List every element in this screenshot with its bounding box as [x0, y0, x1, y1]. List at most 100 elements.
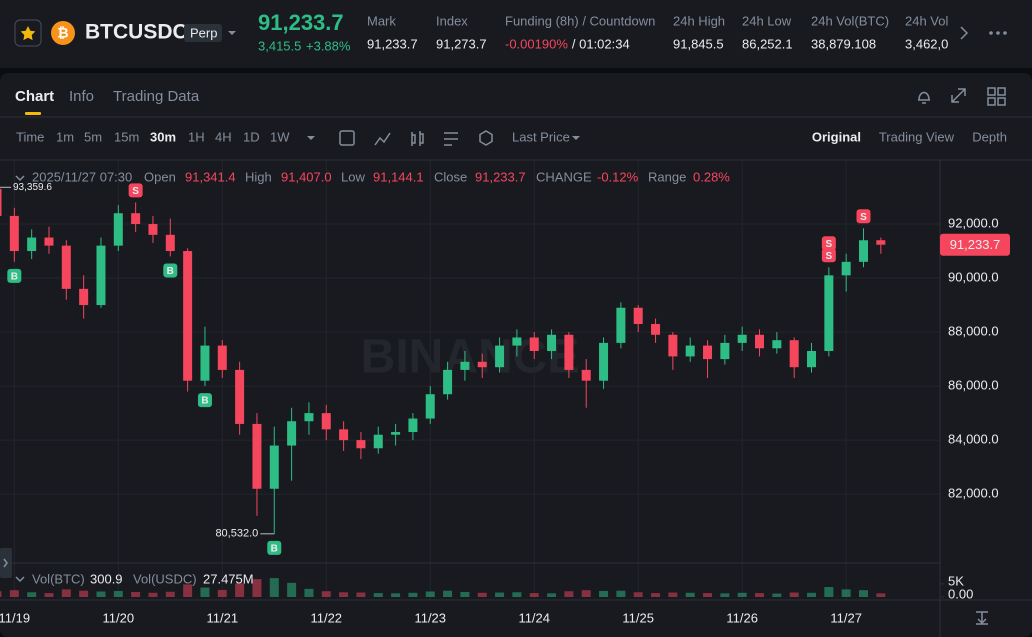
badge-bg: [184, 24, 222, 42]
tool-icon[interactable]: [411, 131, 424, 146]
candle-body: [183, 251, 193, 381]
x-tick-label: 11/26: [726, 610, 758, 625]
tool-icon[interactable]: [479, 130, 493, 146]
candle-body: [287, 421, 297, 446]
tool-icon[interactable]: [339, 130, 355, 146]
trade-marker-label: B: [201, 396, 208, 407]
expand-icon[interactable]: [951, 88, 966, 103]
volume-bar: [564, 591, 574, 597]
annotation: 80,532.0: [215, 528, 258, 540]
interval[interactable]: 5m: [84, 129, 102, 144]
volume-legend-toggle[interactable]: [15, 576, 25, 583]
volume-bar: [269, 578, 279, 597]
volume-bar: [616, 590, 626, 597]
scale-toggle[interactable]: [976, 611, 988, 625]
panel-bg: [0, 73, 1032, 637]
volume-bar: [807, 592, 817, 597]
interval[interactable]: 1W: [270, 129, 290, 144]
alert-icon[interactable]: [918, 91, 930, 104]
trade-marker: [163, 263, 178, 278]
candle-body: [720, 342, 730, 360]
candle-body: [165, 234, 175, 252]
trade-marker: [7, 268, 22, 283]
candle-body: [668, 334, 678, 357]
stat-value: 86,252.1: [742, 36, 793, 51]
candle-body: [599, 342, 609, 381]
volume-bar: [165, 591, 175, 597]
view-active[interactable]: Original: [812, 129, 861, 144]
trade-marker: [267, 540, 282, 555]
stat-value: 91,233.7: [367, 36, 418, 51]
candle-body: [772, 340, 782, 349]
trade-marker: [856, 209, 871, 224]
side-toggle-icon: [3, 558, 8, 568]
scroll-right[interactable]: [960, 26, 969, 40]
tab[interactable]: Trading Data: [113, 88, 200, 105]
interval-active[interactable]: 30m: [150, 129, 176, 144]
volume-legend-label: Vol(USDC): [133, 571, 197, 586]
stat-label: Index: [436, 13, 468, 28]
coin-symbol: ₿: [57, 25, 68, 41]
volume-bar: [131, 592, 141, 597]
x-tick-label: 11/22: [310, 610, 342, 625]
favorite-button[interactable]: [14, 19, 42, 47]
legend-value: 0.28%: [693, 169, 730, 184]
interval-caret[interactable]: [307, 136, 315, 140]
volume-bar: [668, 592, 678, 597]
interval[interactable]: 1m: [56, 129, 74, 144]
stat-label: Funding (8h) / Countdown: [505, 13, 655, 28]
candle-body: [633, 307, 643, 324]
x-tick-label: 11/27: [830, 610, 862, 625]
stat-value: -0.00190%: [505, 36, 568, 51]
change-pct: +3.88%: [306, 38, 351, 53]
candle-body: [44, 237, 54, 246]
more-menu[interactable]: [989, 31, 1007, 35]
candle-body: [217, 345, 227, 370]
volume-bar: [217, 589, 227, 597]
volume-legend-label: Vol(BTC): [32, 571, 85, 586]
symbol[interactable]: BTCUSDC: [85, 21, 188, 44]
stat-value: 91,273.7: [436, 36, 487, 51]
legend-toggle[interactable]: [15, 175, 25, 182]
price-type-caret[interactable]: [572, 136, 580, 140]
volume-legend: Vol(BTC) 300.9 Vol(USDC) 27.475M: [32, 571, 254, 586]
x-tick-label: 11/23: [414, 610, 446, 625]
tab[interactable]: Info: [69, 88, 94, 105]
volume-bar: [720, 593, 730, 597]
candle-body: [200, 345, 210, 381]
candle-body: [148, 224, 158, 235]
interval[interactable]: 1D: [243, 129, 260, 144]
price: 91,233.7: [258, 10, 344, 35]
volume-bar: [235, 583, 245, 597]
side-toggle[interactable]: [0, 548, 12, 578]
grid: [0, 160, 940, 600]
volume-bar: [477, 592, 487, 597]
candle-body: [304, 413, 314, 422]
y-tick-label: 90,000.0: [948, 269, 999, 284]
symbol-caret[interactable]: [228, 31, 236, 35]
candle-body: [807, 350, 817, 368]
view[interactable]: Trading View: [879, 129, 955, 144]
candle-body: [859, 240, 868, 262]
interval[interactable]: 1H: [188, 129, 205, 144]
legend-label: Close: [434, 169, 467, 184]
volume-bar: [512, 592, 522, 597]
view[interactable]: Depth: [972, 129, 1007, 144]
layout-icon[interactable]: [987, 87, 1006, 106]
interval[interactable]: 15m: [114, 129, 139, 144]
interval[interactable]: 4H: [215, 129, 232, 144]
candle-body: [477, 361, 487, 368]
candle-body: [789, 340, 799, 368]
last-price-label: 91,233.7: [950, 237, 1001, 252]
tab[interactable]: Chart: [15, 88, 54, 105]
tool-icon[interactable]: [444, 132, 458, 146]
interval[interactable]: Time: [16, 129, 44, 144]
volume-bar: [27, 592, 37, 597]
volume-bar: [339, 592, 349, 597]
candle-body: [685, 345, 695, 357]
candle-body: [703, 345, 713, 360]
tool-icon[interactable]: [374, 132, 391, 146]
price-type[interactable]: Last Price: [512, 129, 570, 144]
trade-marker-label: S: [826, 251, 833, 262]
